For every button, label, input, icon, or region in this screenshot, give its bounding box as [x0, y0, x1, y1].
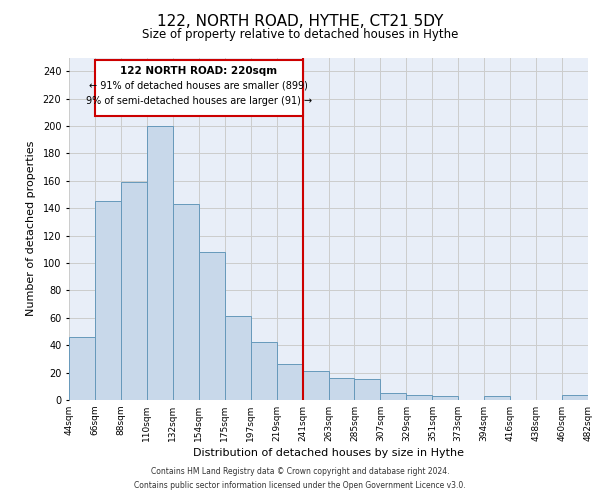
Text: Contains HM Land Registry data © Crown copyright and database right 2024.: Contains HM Land Registry data © Crown c…	[151, 467, 449, 476]
Text: ← 91% of detached houses are smaller (899): ← 91% of detached houses are smaller (89…	[89, 81, 308, 91]
X-axis label: Distribution of detached houses by size in Hythe: Distribution of detached houses by size …	[193, 448, 464, 458]
Bar	[329, 378, 355, 400]
Bar	[199, 252, 224, 400]
Bar	[121, 182, 147, 400]
Y-axis label: Number of detached properties: Number of detached properties	[26, 141, 36, 316]
Bar	[406, 394, 432, 400]
Bar	[173, 204, 199, 400]
Text: Size of property relative to detached houses in Hythe: Size of property relative to detached ho…	[142, 28, 458, 41]
Text: 9% of semi-detached houses are larger (91) →: 9% of semi-detached houses are larger (9…	[86, 96, 312, 106]
FancyBboxPatch shape	[95, 60, 302, 116]
Text: 122 NORTH ROAD: 220sqm: 122 NORTH ROAD: 220sqm	[120, 66, 277, 76]
Bar	[251, 342, 277, 400]
Bar	[277, 364, 302, 400]
Bar	[225, 316, 251, 400]
Bar	[355, 380, 380, 400]
Bar	[433, 396, 458, 400]
Text: Contains public sector information licensed under the Open Government Licence v3: Contains public sector information licen…	[134, 481, 466, 490]
Bar	[302, 371, 329, 400]
Bar	[147, 126, 173, 400]
Bar	[95, 202, 121, 400]
Bar	[380, 393, 406, 400]
Bar	[69, 337, 95, 400]
Text: 122, NORTH ROAD, HYTHE, CT21 5DY: 122, NORTH ROAD, HYTHE, CT21 5DY	[157, 14, 443, 29]
Bar	[484, 396, 510, 400]
Bar	[562, 394, 588, 400]
